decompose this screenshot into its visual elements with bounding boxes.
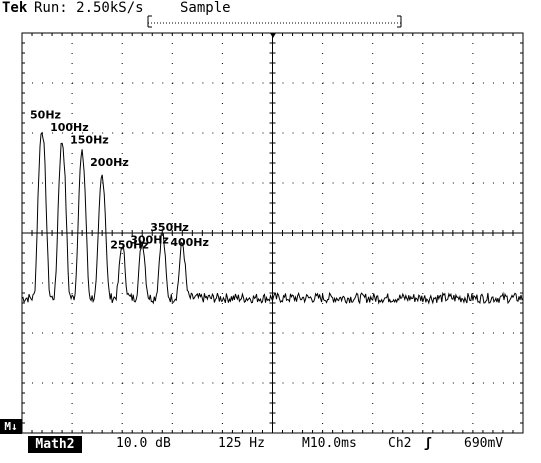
trigger-level: 690mV (464, 436, 504, 451)
spectrum-trace (21, 131, 524, 305)
math-channel-badge: Math2 (28, 436, 82, 453)
acquisition-mode: Sample (180, 0, 231, 16)
record-length-bracket (147, 15, 402, 28)
trigger-slope-icon: ʃ (424, 436, 432, 451)
peak-label: 100Hz (50, 121, 89, 134)
peak-label: 400Hz (170, 236, 209, 249)
peak-label: 350Hz (150, 221, 189, 234)
peak-label: 50Hz (30, 109, 61, 122)
graticule (22, 33, 523, 433)
trigger-position-marker (270, 33, 276, 38)
math-reference-marker: M↓ (0, 419, 22, 434)
horizontal-scale: 125 Hz (218, 436, 265, 451)
timebase: M10.0ms (302, 436, 357, 451)
peak-label: 200Hz (90, 156, 129, 169)
peak-label: 150Hz (70, 134, 109, 147)
run-status: Run: 2.50kS/s (34, 0, 144, 16)
trigger-source: Ch2 (388, 436, 412, 451)
peak-label: 300Hz (130, 234, 169, 247)
peak-label: 250Hz (110, 239, 149, 252)
brand-label: Tek (2, 0, 28, 16)
vertical-scale: 10.0 dB (116, 436, 171, 451)
